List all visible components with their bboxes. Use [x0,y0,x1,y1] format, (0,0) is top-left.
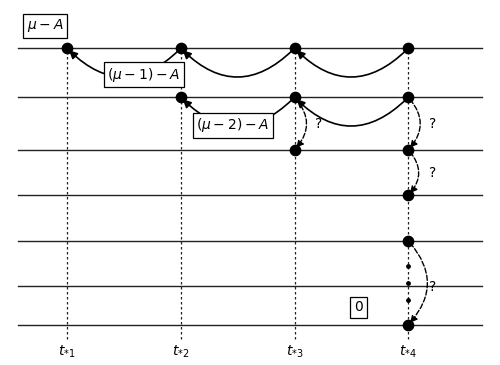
Point [404,45,412,51]
Text: $t_{*4}$: $t_{*4}$ [400,344,417,361]
Text: $(\mu-1)-A$: $(\mu-1)-A$ [107,66,180,84]
Point [404,263,412,269]
Point [404,297,412,303]
Text: ?: ? [316,116,322,131]
Point [290,147,298,153]
Point [290,95,298,100]
Point [63,45,71,51]
Point [404,147,412,153]
Point [404,280,412,286]
Point [404,238,412,244]
Point [404,95,412,100]
Text: $\mu-A$: $\mu-A$ [26,17,63,34]
Text: $t_{*2}$: $t_{*2}$ [172,344,190,361]
Text: ?: ? [429,116,436,131]
Point [290,45,298,51]
Text: $(\mu-2)-A$: $(\mu-2)-A$ [196,116,269,134]
Point [177,45,185,51]
Text: $t_{*1}$: $t_{*1}$ [58,344,76,361]
Text: ?: ? [429,280,436,294]
Point [177,95,185,100]
Text: $0$: $0$ [354,300,364,314]
Point [404,192,412,198]
Text: ?: ? [429,166,436,180]
Point [404,322,412,328]
Text: $t_{*3}$: $t_{*3}$ [286,344,304,361]
